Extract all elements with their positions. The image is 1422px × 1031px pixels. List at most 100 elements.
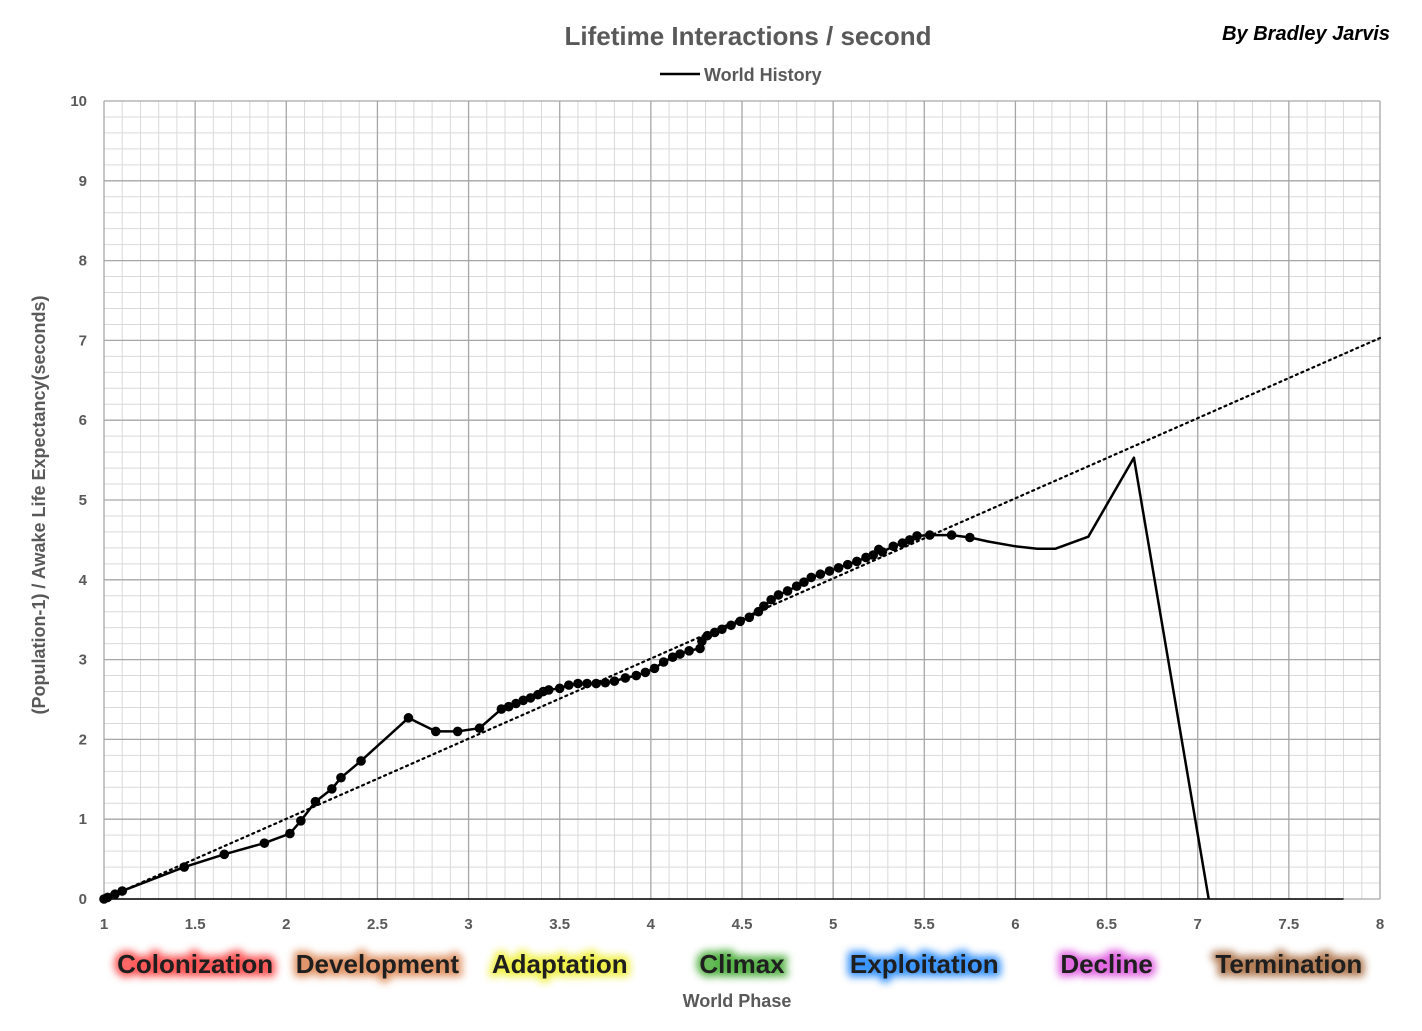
data-point (702, 630, 713, 641)
data-point (430, 726, 441, 737)
data-point (806, 572, 817, 583)
legend: World History (660, 65, 822, 85)
y-tick-label: 9 (79, 173, 87, 190)
data-point (735, 616, 745, 627)
data-point (573, 678, 583, 689)
data-point (518, 695, 529, 706)
x-tick-label: 3 (464, 916, 472, 933)
data-point (543, 685, 554, 695)
y-tick-label: 10 (70, 93, 87, 110)
phase-label-glow: Adaptation (492, 949, 628, 979)
world-history-line (103, 456, 1210, 901)
data-point (799, 577, 809, 587)
y-tick-label: 7 (79, 332, 87, 349)
data-point (946, 530, 957, 540)
data-point (503, 701, 514, 712)
phase-label-text: Development (296, 949, 460, 979)
y-tick-label: 2 (79, 731, 87, 748)
x-tick-label: 2.5 (367, 916, 388, 933)
y-tick-label: 8 (79, 253, 87, 270)
data-point (675, 649, 685, 659)
phase-label-glow: Decline (1060, 949, 1153, 979)
data-point (759, 601, 769, 611)
x-tick-label: 4.5 (732, 916, 753, 933)
legend-label: World History (704, 65, 822, 85)
data-point (554, 683, 565, 694)
series-world-history (103, 456, 1210, 901)
data-point (219, 849, 230, 860)
data-point (833, 563, 844, 573)
data-point (717, 624, 727, 635)
data-point (904, 535, 915, 545)
data-point (310, 796, 321, 807)
y-axis-title: (Population-1) / Awake Life Expectancy(s… (29, 295, 49, 714)
phase-label-text: Termination (1215, 949, 1362, 979)
chart-title: Lifetime Interactions / second (565, 21, 932, 51)
phase-label-text: Adaptation (492, 949, 628, 979)
data-point (824, 566, 835, 576)
data-point (667, 652, 678, 663)
data-point (600, 677, 611, 688)
author-credit: By Bradley Jarvis (1222, 23, 1390, 45)
y-tick-label: 4 (79, 572, 88, 589)
phase-label-glow: Termination (1215, 949, 1362, 979)
data-point (582, 678, 592, 689)
phase-label-glow: Climax (699, 949, 785, 979)
x-tick-label: 6.5 (1096, 916, 1117, 933)
data-point (766, 594, 776, 605)
x-tick-label: 1 (100, 916, 108, 933)
phase-label-glow: Colonization (117, 949, 273, 979)
data-point (695, 643, 705, 654)
x-tick-label: 5 (829, 916, 837, 933)
data-point (110, 889, 120, 900)
x-tick-label: 5.5 (914, 916, 935, 933)
x-tick-label: 7 (1194, 916, 1202, 933)
x-tick-label: 3.5 (549, 916, 570, 933)
data-point (259, 838, 270, 848)
data-point (815, 569, 826, 580)
x-tick-label: 7.5 (1278, 916, 1299, 933)
data-point (782, 586, 793, 596)
data-point (965, 532, 975, 543)
phase-label-text: Exploitation (850, 949, 999, 979)
data-point (511, 698, 521, 709)
y-tick-label: 0 (79, 891, 87, 908)
x-tick-label: 8 (1376, 916, 1384, 933)
x-tick-label: 6 (1011, 916, 1019, 933)
data-point (791, 581, 802, 591)
data-point (296, 815, 306, 826)
data-point (285, 828, 295, 839)
data-point (525, 693, 536, 703)
data-point (842, 559, 853, 570)
y-tick-labels: 0 1 2 3 4 5 6 7 8 9 10 (70, 93, 87, 908)
x-tick-label: 1.5 (185, 916, 206, 933)
data-point (336, 772, 346, 783)
data-point (403, 713, 414, 723)
data-markers (99, 530, 975, 904)
data-point (452, 726, 463, 737)
data-point (640, 667, 651, 678)
y-tick-label: 1 (79, 811, 87, 828)
phase-label-text: Colonization (117, 949, 273, 979)
data-point (744, 612, 755, 623)
data-point (474, 723, 485, 734)
data-point (658, 657, 669, 667)
x-tick-labels: 1 1.5 2 2.5 3 3.5 4 4.5 5 5.5 6 6.5 7 7.5 8 (100, 916, 1384, 933)
data-point (117, 886, 128, 896)
data-point (773, 590, 784, 600)
data-point (620, 673, 631, 683)
data-point (649, 663, 660, 674)
data-point (327, 784, 337, 794)
data-point (564, 680, 574, 690)
phase-label-glow: Development (296, 949, 460, 979)
data-point (861, 552, 871, 563)
data-point (684, 646, 694, 656)
data-point (591, 678, 601, 689)
data-point (897, 538, 908, 548)
data-point (496, 704, 507, 714)
